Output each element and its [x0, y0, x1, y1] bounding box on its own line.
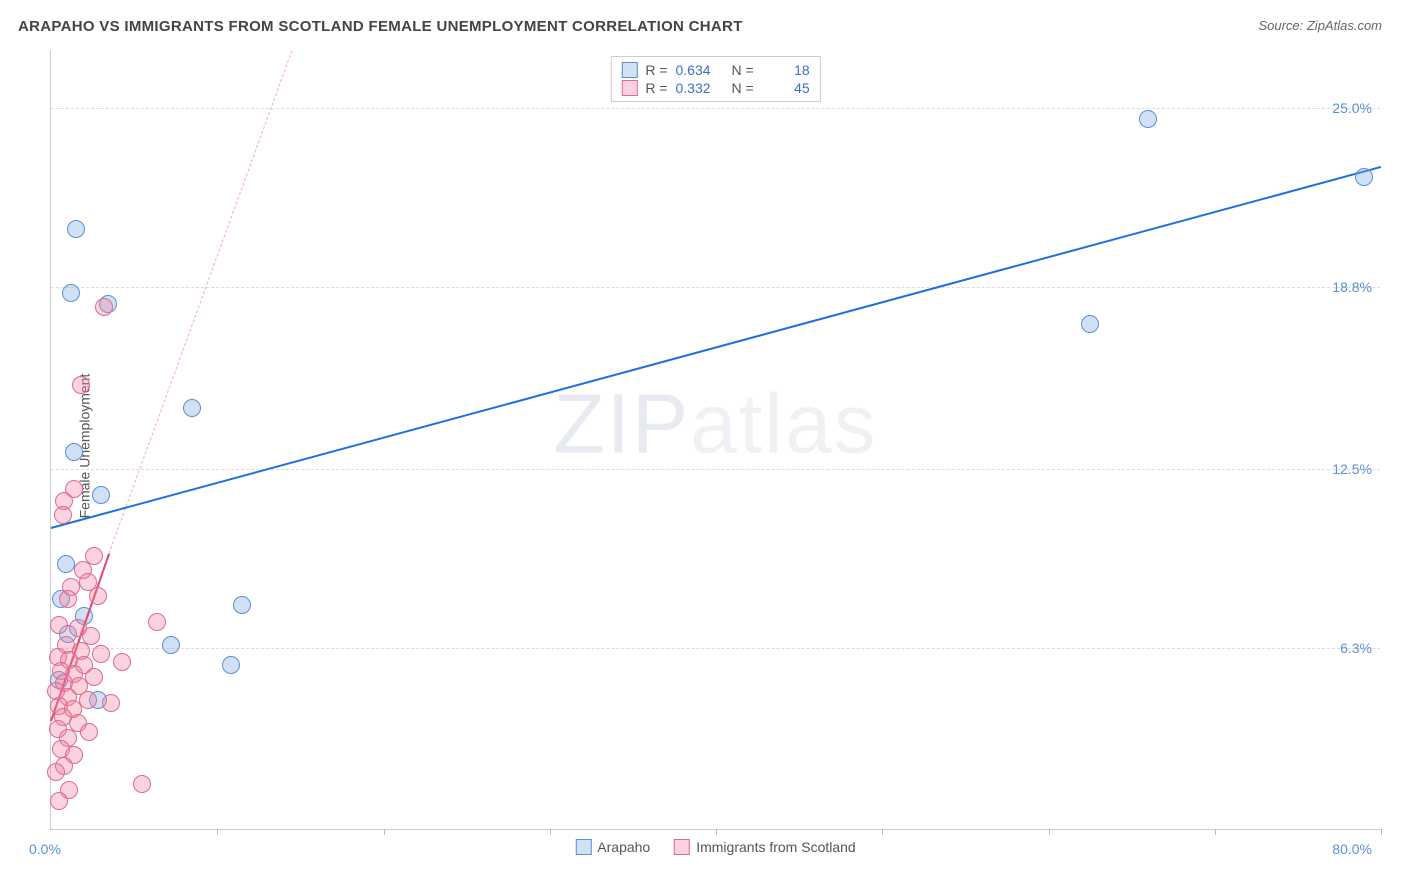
legend-series-label: Immigrants from Scotland	[696, 839, 856, 855]
legend-swatch	[621, 80, 637, 96]
gridline	[51, 287, 1380, 288]
x-tick	[882, 829, 883, 835]
y-tick-label: 18.8%	[1332, 279, 1372, 295]
legend-n-value: 18	[762, 62, 810, 78]
data-point	[47, 763, 65, 781]
legend-series-label: Arapaho	[597, 839, 650, 855]
x-tick	[384, 829, 385, 835]
trend-line	[109, 50, 293, 553]
legend-r-value: 0.332	[676, 80, 724, 96]
gridline	[51, 648, 1380, 649]
y-tick-label: 25.0%	[1332, 100, 1372, 116]
data-point	[80, 723, 98, 741]
legend-r-label: R =	[645, 62, 667, 78]
data-point	[65, 480, 83, 498]
x-axis-min-label: 0.0%	[29, 841, 61, 857]
data-point	[89, 587, 107, 605]
gridline	[51, 469, 1380, 470]
legend-n-value: 45	[762, 80, 810, 96]
data-point	[113, 653, 131, 671]
watermark-bold: ZIP	[553, 376, 690, 470]
x-axis-max-label: 80.0%	[1332, 841, 1372, 857]
data-point	[1081, 315, 1099, 333]
x-tick	[550, 829, 551, 835]
data-point	[95, 298, 113, 316]
legend-row: R = 0.634 N = 18	[621, 61, 809, 79]
data-point	[92, 645, 110, 663]
y-tick-label: 6.3%	[1340, 640, 1372, 656]
legend-n-label: N =	[732, 80, 754, 96]
legend-swatch	[621, 62, 637, 78]
x-tick	[1215, 829, 1216, 835]
source-label: Source: ZipAtlas.com	[1258, 18, 1382, 33]
trend-line	[51, 166, 1382, 529]
watermark-light: atlas	[690, 376, 877, 470]
correlation-legend: R = 0.634 N = 18 R = 0.332 N = 45	[610, 56, 820, 102]
data-point	[62, 284, 80, 302]
data-point	[50, 616, 68, 634]
gridline	[51, 108, 1380, 109]
legend-row: R = 0.332 N = 45	[621, 79, 809, 97]
x-tick	[716, 829, 717, 835]
data-point	[1355, 168, 1373, 186]
data-point	[65, 443, 83, 461]
legend-r-label: R =	[645, 80, 667, 96]
legend-swatch	[674, 839, 690, 855]
data-point	[50, 792, 68, 810]
data-point	[67, 220, 85, 238]
data-point	[59, 590, 77, 608]
data-point	[162, 636, 180, 654]
x-tick	[1381, 829, 1382, 835]
data-point	[1139, 110, 1157, 128]
y-tick-label: 12.5%	[1332, 461, 1372, 477]
legend-r-value: 0.634	[676, 62, 724, 78]
series-legend: Arapaho Immigrants from Scotland	[575, 839, 855, 855]
data-point	[233, 596, 251, 614]
chart-title: ARAPAHO VS IMMIGRANTS FROM SCOTLAND FEMA…	[18, 18, 743, 35]
data-point	[183, 399, 201, 417]
plot-area: ZIPatlas R =0.634N =18R =0.332N =45 Arap…	[50, 50, 1380, 830]
data-point	[57, 555, 75, 573]
data-point	[222, 656, 240, 674]
data-point	[102, 694, 120, 712]
legend-swatch	[575, 839, 591, 855]
x-tick	[217, 829, 218, 835]
legend-series-item: Arapaho	[575, 839, 650, 855]
data-point	[72, 376, 90, 394]
data-point	[133, 775, 151, 793]
legend-series-item: Immigrants from Scotland	[674, 839, 856, 855]
data-point	[148, 613, 166, 631]
data-point	[54, 506, 72, 524]
x-tick	[1049, 829, 1050, 835]
watermark: ZIPatlas	[553, 375, 877, 472]
data-point	[92, 486, 110, 504]
legend-n-label: N =	[732, 62, 754, 78]
